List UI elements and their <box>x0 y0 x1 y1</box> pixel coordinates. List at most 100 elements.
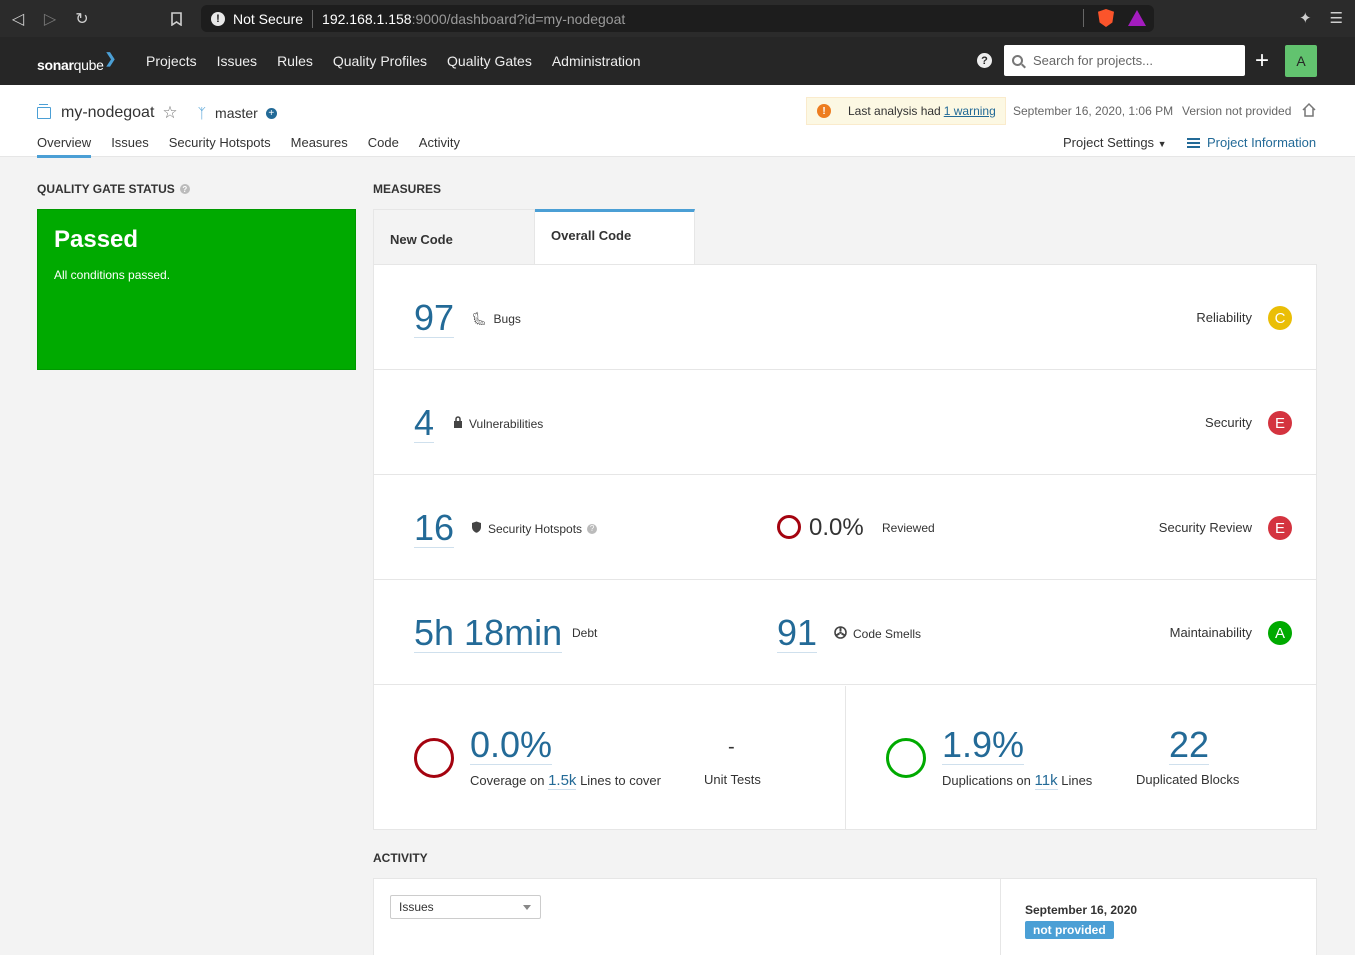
brave-rewards-icon[interactable] <box>1128 10 1146 26</box>
list-icon <box>1187 137 1200 148</box>
back-icon[interactable]: ◁ <box>11 10 25 28</box>
duplications-ring-icon <box>886 738 926 778</box>
browser-toolbar: ◁ ▷ ↻ ! Not Secure 192.168.1.158:9000/da… <box>0 0 1355 37</box>
tab-activity[interactable]: Activity <box>418 135 460 150</box>
vulnerabilities-value[interactable]: 4 <box>414 402 435 443</box>
duplications-suffix: Lines <box>1061 773 1093 788</box>
favorite-star-icon[interactable]: ☆ <box>162 103 178 122</box>
project-information-link[interactable]: Project Information <box>1187 135 1316 150</box>
code-smells-label: Code Smells <box>853 627 922 641</box>
project-settings-dropdown[interactable]: Project Settings ▼ <box>1063 135 1167 150</box>
reviewed-label: Reviewed <box>882 521 935 535</box>
reload-icon[interactable]: ↻ <box>75 10 89 28</box>
nav-rules[interactable]: Rules <box>277 53 313 69</box>
home-icon[interactable] <box>1301 102 1317 118</box>
analysis-warning: ! Last analysis had 1 warning <box>806 97 1006 125</box>
bugs-value[interactable]: 97 <box>414 297 455 338</box>
security-review-row: 16 Security Hotspots ? 0.0% Reviewed Sec… <box>374 475 1316 580</box>
tab-measures[interactable]: Measures <box>290 135 348 150</box>
code-smells-value[interactable]: 91 <box>777 612 818 653</box>
coverage-prefix: Coverage on <box>470 773 545 788</box>
maintainability-rating[interactable]: A <box>1268 621 1292 645</box>
global-navigation: sonar qube ❯ Projects Issues Rules Quality… <box>0 37 1355 85</box>
coverage-ring-icon <box>414 738 454 778</box>
nav-issues[interactable]: Issues <box>216 53 258 69</box>
coverage-value[interactable]: 0.0% <box>470 724 553 765</box>
analysis-date: September 16, 2020, 1:06 PM <box>1013 104 1174 118</box>
help-icon[interactable]: ? <box>587 523 598 534</box>
tab-security-hotspots[interactable]: Security Hotspots <box>168 135 271 150</box>
help-icon[interactable]: ? <box>977 53 992 68</box>
debt-value[interactable]: 5h 18min <box>414 612 563 653</box>
measures-title: MEASURES <box>373 182 442 196</box>
nav-projects[interactable]: Projects <box>146 53 197 69</box>
nav-quality-profiles[interactable]: Quality Profiles <box>332 53 428 69</box>
tab-new-code[interactable]: New Code <box>373 209 535 265</box>
security-label: Security <box>1205 415 1252 430</box>
search-input[interactable] <box>1033 53 1233 68</box>
debt-label: Debt <box>572 626 598 640</box>
project-settings-label: Project Settings <box>1063 135 1155 150</box>
caret-down-icon: ▼ <box>1157 139 1167 149</box>
bookmark-icon[interactable] <box>160 0 192 37</box>
reviewed-value[interactable]: 0.0% <box>809 514 864 541</box>
project-version: Version not provided <box>1182 104 1292 118</box>
caret-down-icon <box>523 905 531 910</box>
project-name[interactable]: my-nodegoat <box>61 104 155 121</box>
extensions-icon[interactable]: ✦ <box>1298 10 1312 27</box>
branch-icon: ᛉ <box>197 105 207 121</box>
duplicated-blocks-label: Duplicated Blocks <box>1136 772 1240 787</box>
security-rating[interactable]: E <box>1268 411 1292 435</box>
security-warning-icon: ! <box>211 11 225 26</box>
search-box[interactable] <box>1004 45 1245 76</box>
security-row: 4 Vulnerabilities Security E <box>374 370 1316 475</box>
avatar[interactable]: A <box>1285 45 1317 77</box>
measures-panel: 97 🐛︎ Bugs Reliability C 4 Vulnerabiliti… <box>373 264 1317 830</box>
project-header: my-nodegoat ☆ ᛉ master + ! Last analysis… <box>0 85 1355 158</box>
nav-quality-gates[interactable]: Quality Gates <box>447 53 532 69</box>
branch-info-icon[interactable]: + <box>265 107 277 119</box>
duplications-caption: Duplications on 11k Lines <box>942 772 1093 790</box>
activity-title: ACTIVITY <box>373 851 428 865</box>
tab-issues[interactable]: Issues <box>111 135 149 150</box>
security-label[interactable]: Not Secure <box>233 10 304 27</box>
reliability-rating[interactable]: C <box>1268 306 1292 330</box>
reliability-label: Reliability <box>1196 310 1252 325</box>
duplications-lines-link[interactable]: 11k <box>1034 772 1058 790</box>
help-icon[interactable]: ? <box>179 184 190 194</box>
vulnerabilities-label: Vulnerabilities <box>469 416 544 431</box>
reliability-row: 97 🐛︎ Bugs Reliability C <box>374 265 1316 370</box>
duplications-prefix: Duplications on <box>942 773 1031 788</box>
nav-administration[interactable]: Administration <box>551 53 641 69</box>
address-bar[interactable]: ! Not Secure 192.168.1.158:9000/dashboar… <box>201 5 1154 32</box>
code-smell-icon <box>834 626 847 642</box>
security-review-rating[interactable]: E <box>1268 516 1292 540</box>
branch-name[interactable]: master <box>215 105 258 121</box>
logo-qube-text: qube <box>73 56 104 73</box>
coverage-caption: Coverage on 1.5k Lines to cover <box>470 772 661 790</box>
shield-icon <box>471 521 482 536</box>
duplicated-blocks-value[interactable]: 22 <box>1169 724 1210 765</box>
create-icon[interactable]: + <box>1255 47 1270 74</box>
lock-icon <box>453 416 463 431</box>
version-badge: not provided <box>1025 921 1114 939</box>
tab-overall-code[interactable]: Overall Code <box>535 209 695 265</box>
duplications-value[interactable]: 1.9% <box>942 724 1025 765</box>
activity-graph-select[interactable]: Issues <box>390 895 541 919</box>
warning-link[interactable]: 1 warning <box>943 104 996 118</box>
hotspots-value[interactable]: 16 <box>414 507 455 548</box>
tab-code[interactable]: Code <box>367 135 399 150</box>
brave-shield-icon[interactable] <box>1098 9 1114 27</box>
quality-gate-title-text: QUALITY GATE STATUS <box>37 182 175 196</box>
menu-icon[interactable]: ☰ <box>1329 10 1343 27</box>
quality-gate-title: QUALITY GATE STATUS ? <box>37 182 190 196</box>
sonarqube-logo[interactable]: sonar qube ❯ <box>37 50 116 73</box>
forward-icon[interactable]: ▷ <box>43 10 57 28</box>
quality-gate-status: Passed All conditions passed. <box>37 209 356 370</box>
url-host: 192.168.1.158 <box>322 10 412 27</box>
tab-overview[interactable]: Overview <box>37 135 92 158</box>
url-path: :9000/dashboard?id=my-nodegoat <box>411 10 626 27</box>
coverage-duplications-row: 0.0% Coverage on 1.5k Lines to cover - U… <box>374 686 1316 830</box>
reviewed-ring-icon <box>777 515 801 539</box>
coverage-lines-link[interactable]: 1.5k <box>548 772 577 790</box>
